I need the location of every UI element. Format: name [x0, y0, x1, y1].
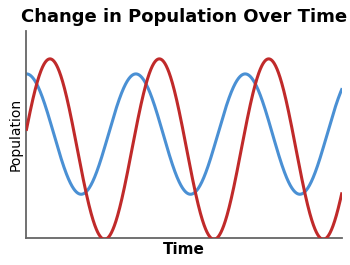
- Y-axis label: Population: Population: [8, 98, 22, 171]
- X-axis label: Time: Time: [163, 242, 205, 257]
- Title: Change in Population Over Time: Change in Population Over Time: [21, 8, 347, 26]
